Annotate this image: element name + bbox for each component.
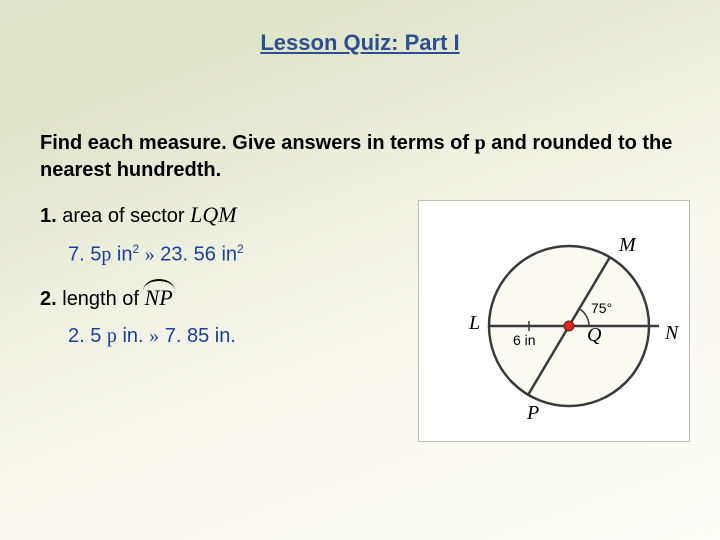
q2-arc-label: NP xyxy=(145,285,173,310)
slide-title: Lesson Quiz: Part I xyxy=(0,30,720,56)
q2-number: 2. xyxy=(40,288,57,310)
q1-number: 1. xyxy=(40,205,57,227)
circle-diagram: M L N P Q 75° 6 in xyxy=(419,201,689,441)
label-l: L xyxy=(468,312,480,334)
center-dot xyxy=(564,321,574,331)
label-p: P xyxy=(526,402,539,424)
pi-glyph-1: p xyxy=(475,132,486,154)
a1-val-a: 7. 5 xyxy=(68,244,101,266)
q1-text: area of sector xyxy=(57,205,190,227)
a1-val-b: 23. 56 in xyxy=(155,244,237,266)
a2-val-a: 2. 5 xyxy=(68,325,107,347)
q1-math: LQM xyxy=(190,202,236,227)
a2-val-b: 7. 85 in. xyxy=(159,325,236,347)
instr-part1: Find each measure. Give answers in terms… xyxy=(40,132,475,154)
pi-glyph-3: p xyxy=(107,325,117,347)
instructions: Find each measure. Give answers in terms… xyxy=(40,130,680,184)
label-q: Q xyxy=(587,324,602,346)
a1-sup2: 2 xyxy=(237,242,244,256)
label-n: N xyxy=(664,322,680,344)
a1-unit1: in xyxy=(111,244,132,266)
label-m: M xyxy=(618,234,637,256)
approx-glyph-2: » xyxy=(149,325,159,347)
slide: Lesson Quiz: Part I Find each measure. G… xyxy=(0,0,720,540)
label-radius: 6 in xyxy=(513,332,536,348)
label-angle: 75° xyxy=(591,300,612,316)
pi-glyph-2: p xyxy=(101,244,111,266)
a2-unit1: in. xyxy=(117,325,149,347)
approx-glyph-1: » xyxy=(145,244,155,266)
circle-figure: M L N P Q 75° 6 in xyxy=(418,200,690,442)
q2-text: length of xyxy=(57,288,145,310)
